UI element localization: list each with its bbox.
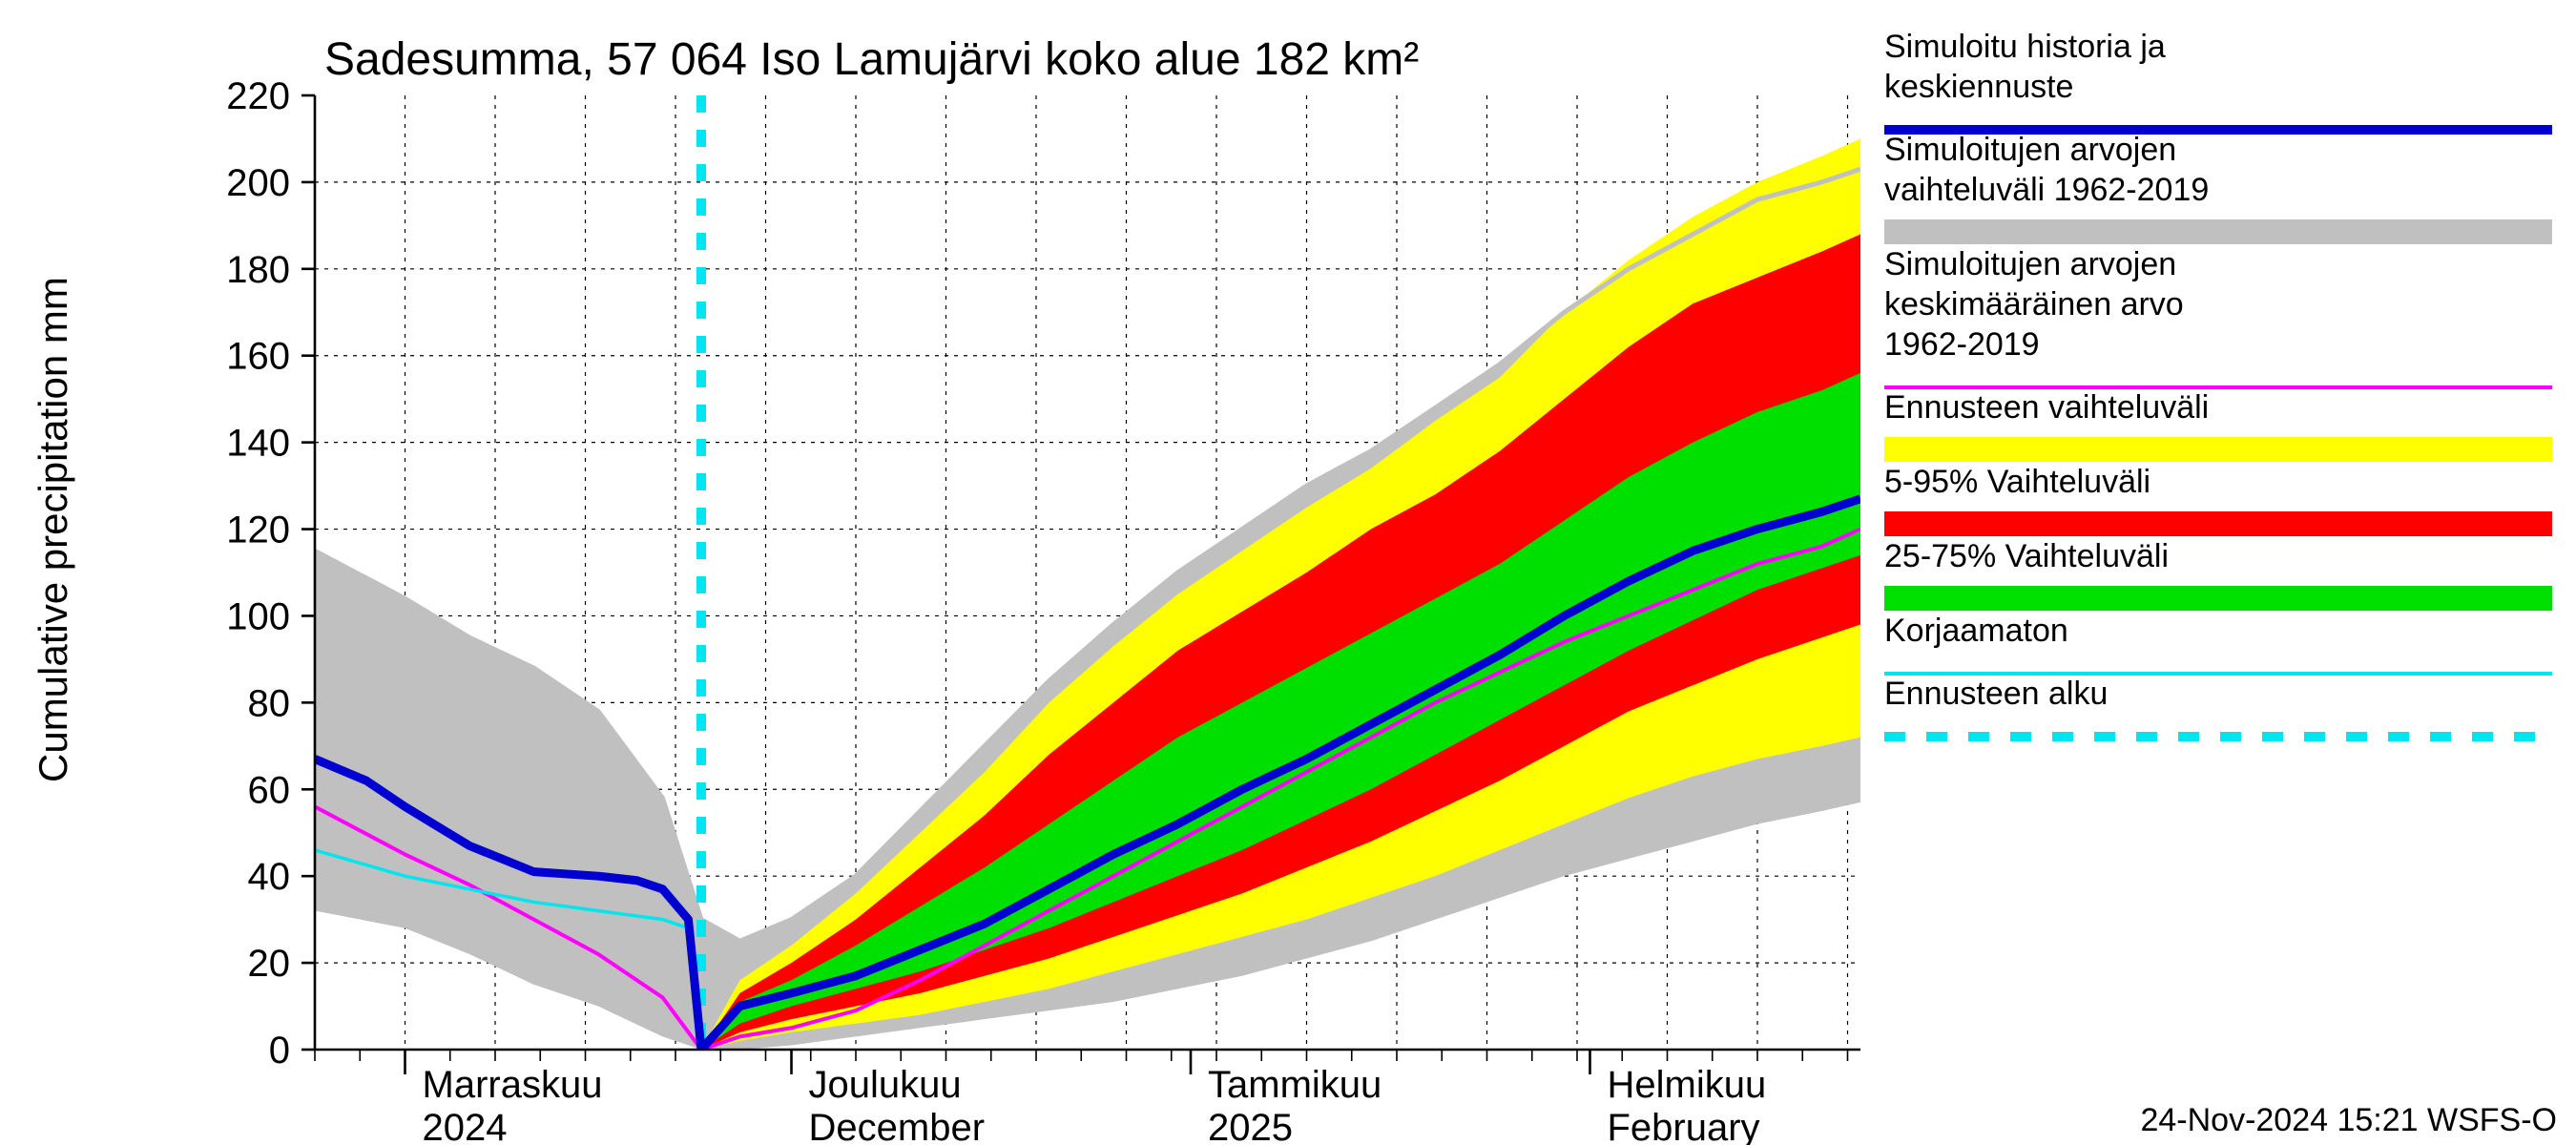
- legend-label: Simuloitujen arvojen: [1884, 132, 2176, 168]
- y-tick-label: 200: [226, 162, 290, 204]
- legend-label: keskiennuste: [1884, 69, 2073, 105]
- footer-timestamp: 24-Nov-2024 15:21 WSFS-O: [2140, 1102, 2557, 1138]
- legend-label: 5-95% Vaihteluväli: [1884, 464, 2150, 500]
- legend-label: Ennusteen alku: [1884, 676, 2108, 712]
- y-tick-label: 140: [226, 423, 290, 465]
- x-month-label-bot: December: [809, 1107, 986, 1145]
- x-month-label-top: Tammikuu: [1208, 1064, 1381, 1106]
- y-tick-label: 100: [226, 595, 290, 637]
- y-tick-label: 180: [226, 249, 290, 291]
- x-month-label-top: Marraskuu: [423, 1064, 603, 1106]
- legend-swatch-band: [1884, 586, 2552, 611]
- x-month-label-bot: 2025: [1208, 1107, 1293, 1145]
- legend-swatch-band: [1884, 437, 2552, 462]
- x-month-label-top: Joulukuu: [809, 1064, 962, 1106]
- legend-label: 25-75% Vaihteluväli: [1884, 538, 2169, 574]
- legend-label: Simuloitu historia ja: [1884, 29, 2166, 65]
- y-tick-label: 80: [248, 682, 291, 724]
- legend-swatch-band: [1884, 511, 2552, 536]
- legend-label: vaihteluväli 1962-2019: [1884, 172, 2209, 208]
- legend-label: keskimääräinen arvo: [1884, 286, 2184, 323]
- y-tick-label: 0: [269, 1030, 290, 1072]
- y-tick-label: 60: [248, 769, 291, 811]
- chart-title: Sadesumma, 57 064 Iso Lamujärvi koko alu…: [324, 34, 1419, 85]
- legend-label: Simuloitujen arvojen: [1884, 246, 2176, 282]
- y-tick-label: 40: [248, 856, 291, 898]
- x-month-label-bot: February: [1608, 1107, 1760, 1145]
- legend-label: Ennusteen vaihteluväli: [1884, 389, 2209, 426]
- legend-swatch-band: [1884, 219, 2552, 244]
- y-tick-label: 220: [226, 75, 290, 117]
- legend-label: 1962-2019: [1884, 326, 2040, 363]
- y-axis-label: Cumulative precipitation mm: [31, 277, 75, 782]
- legend-label: Korjaamaton: [1884, 613, 2068, 649]
- y-tick-label: 20: [248, 943, 291, 985]
- x-month-label-bot: 2024: [423, 1107, 508, 1145]
- x-month-label-top: Helmikuu: [1608, 1064, 1767, 1106]
- y-tick-label: 120: [226, 510, 290, 552]
- y-tick-label: 160: [226, 336, 290, 378]
